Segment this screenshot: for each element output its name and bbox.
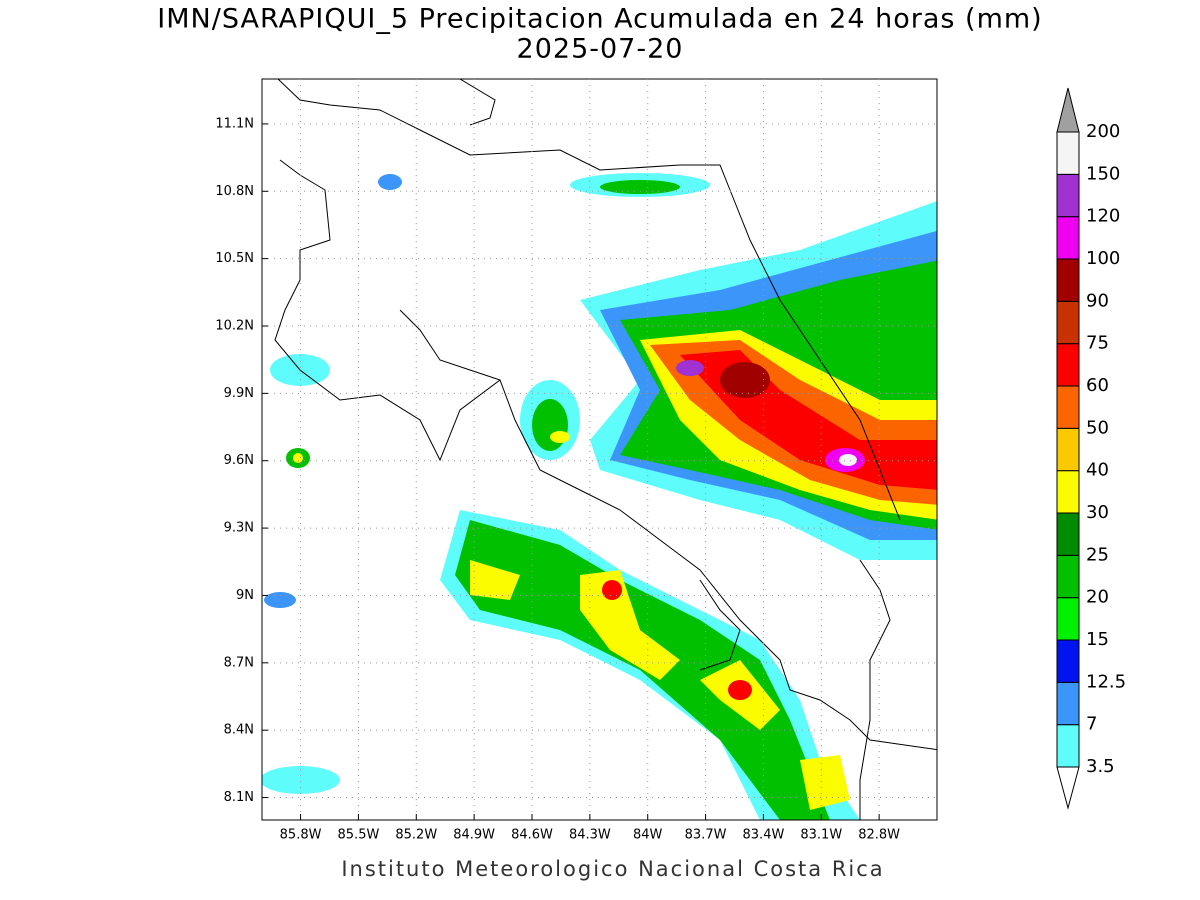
lon-tick-label: 83.7W: [685, 828, 727, 843]
colorbar-box: [1056, 427, 1080, 472]
colorbar-label: 7: [1086, 714, 1097, 735]
colorbar-box: [1056, 385, 1080, 429]
lon-tick-label: 85.2W: [395, 828, 437, 843]
lat-tick-label: 10.5N: [215, 251, 254, 266]
colorbar-label: 20: [1086, 587, 1109, 608]
colorbar-box: [1056, 470, 1080, 514]
colorbar-box: [1056, 216, 1080, 260]
lat-tick-label: 10.8N: [215, 184, 254, 199]
lat-tick-label: 9.9N: [224, 386, 254, 401]
lat-tick-label: 9.3N: [224, 521, 254, 536]
colorbar-label: 75: [1086, 333, 1109, 354]
colorbar-label: 200: [1086, 121, 1120, 142]
colorbar-box: [1056, 512, 1080, 556]
colorbar-box: [1056, 343, 1080, 387]
colorbar-label: 40: [1086, 460, 1109, 481]
colorbar-box: [1056, 131, 1080, 175]
lat-tick-label: 9N: [236, 588, 254, 603]
subtitle: 2025-07-20: [517, 34, 684, 65]
coastline: [274, 79, 937, 820]
colorbar-label: 15: [1086, 629, 1109, 650]
colorbar-label: 150: [1086, 163, 1120, 184]
colorbar-under: [1056, 766, 1080, 810]
colorbar-label: 30: [1086, 502, 1109, 523]
lon-tick-label: 84.3W: [569, 828, 611, 843]
colorbar-label: 100: [1086, 248, 1120, 269]
colorbar-label: 60: [1086, 375, 1109, 396]
title: IMN/SARAPIQUI_5 Precipitacion Acumulada …: [157, 4, 1042, 35]
colorbar-label: 25: [1086, 544, 1109, 565]
colorbar-box: [1056, 554, 1080, 599]
colorbar-over: [1056, 87, 1080, 133]
colorbar-box: [1056, 300, 1080, 345]
lon-tick-label: 85.5W: [338, 828, 380, 843]
lon-tick-label: 82.8W: [858, 828, 900, 843]
lon-tick-label: 85.8W: [280, 828, 322, 843]
footer: Instituto Meteorologico Nacional Costa R…: [341, 857, 884, 881]
colorbar-label: 90: [1086, 290, 1109, 311]
colorbar-box: [1056, 258, 1080, 302]
map-frame: [261, 78, 938, 821]
lon-tick-label: 84.6W: [511, 828, 553, 843]
colorbar-box: [1056, 173, 1080, 218]
colorbar-box: [1056, 597, 1080, 641]
precipitation-field: [262, 173, 937, 820]
colorbar-label: 120: [1086, 206, 1120, 227]
lat-tick-label: 10.2N: [215, 319, 254, 334]
colorbar-label: 3.5: [1086, 756, 1115, 777]
colorbar-box: [1056, 724, 1080, 768]
lat-tick-label: 11.1N: [215, 116, 254, 131]
lon-tick-label: 83.1W: [800, 828, 842, 843]
colorbar-box: [1056, 639, 1080, 683]
lat-tick-label: 9.6N: [224, 453, 254, 468]
lat-tick-label: 8.4N: [224, 723, 254, 738]
lon-tick-label: 83.4W: [743, 828, 785, 843]
colorbar-box: [1056, 681, 1080, 726]
lat-tick-label: 8.1N: [224, 790, 254, 805]
colorbar-label: 50: [1086, 417, 1109, 438]
colorbar-label: 12.5: [1086, 671, 1126, 692]
lon-tick-label: 84.9W: [453, 828, 495, 843]
lon-tick-label: 84W: [633, 828, 663, 843]
lat-tick-label: 8.7N: [224, 655, 254, 670]
